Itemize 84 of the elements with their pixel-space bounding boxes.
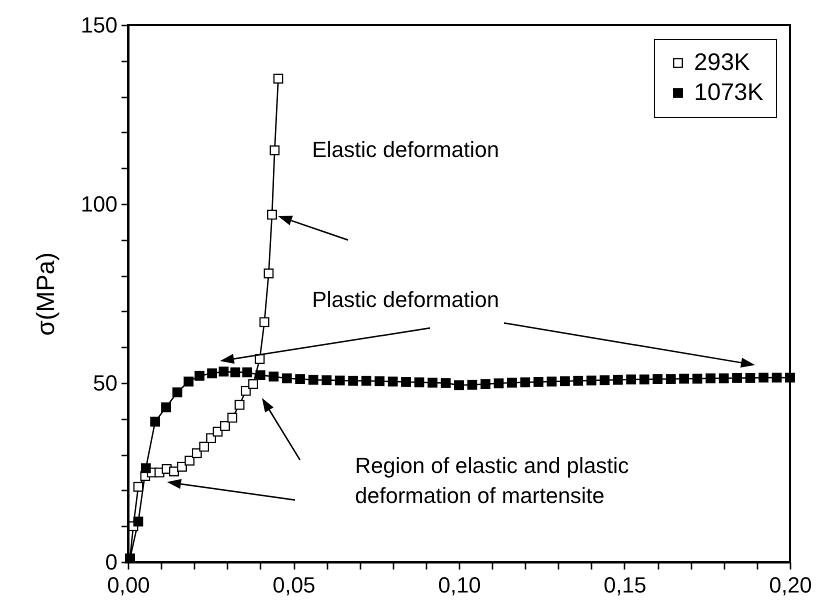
annotation: Elastic deformation [312,137,500,162]
point [218,366,229,376]
point [428,378,438,388]
point [184,456,194,466]
point [348,376,358,386]
point [692,374,702,384]
x-tick-label: 0,05 [272,572,316,598]
point [546,376,557,386]
point [785,372,795,383]
point [169,466,179,476]
point [240,386,251,396]
annotation: Plastic deformation [312,287,500,312]
point [242,367,252,378]
y-axis-title: σ(MPa) [32,252,60,336]
y-tick-label: 50 [93,370,118,396]
point [718,373,729,384]
point [494,378,504,388]
point [161,402,171,412]
point [361,376,372,386]
point [248,379,258,390]
point [639,374,650,384]
point [282,373,292,384]
annotation: Region of elastic and plastic deformation of martensite [355,453,629,508]
point [758,372,768,383]
point [507,378,517,388]
point [626,374,636,384]
legend-label: 293K [694,49,750,76]
point [133,482,144,492]
point [560,376,570,386]
point [140,463,151,474]
point [133,516,144,526]
point [194,370,204,381]
point [454,380,464,390]
x-tick-label: 0,15 [604,572,646,598]
point [177,462,187,472]
point [267,210,277,220]
point [679,374,690,384]
point [401,376,411,387]
point [172,387,182,398]
legend-label: 1073K [694,79,764,106]
point [199,442,210,452]
point [207,368,218,378]
point [480,379,490,390]
point [264,268,274,278]
point [732,373,742,383]
point [600,375,610,386]
point [295,374,306,384]
point [745,373,756,383]
point [440,378,451,388]
point [467,380,478,390]
point [308,374,318,385]
x-tick-label: 0,00 [107,572,150,598]
point [652,374,663,384]
point [255,370,266,380]
point [414,377,424,388]
point [206,433,216,444]
point [374,376,384,386]
point [772,372,782,383]
point [534,376,544,387]
y-tick-label: 150 [80,12,118,38]
y-tick-label: 0 [105,550,118,574]
point [259,317,270,328]
y-tick-label: 100 [80,192,118,216]
point [612,374,623,385]
point [220,421,230,431]
point [666,374,676,384]
point [573,376,584,386]
point [322,375,332,386]
point [192,448,202,458]
point [388,376,398,386]
point [230,367,240,378]
x-tick-label: 0,10 [438,572,481,598]
point [150,416,160,427]
point [520,377,530,388]
point [270,145,280,156]
point [706,373,716,384]
point [273,74,284,84]
point [184,376,194,386]
point [227,412,238,423]
point [334,376,345,386]
point [234,400,244,410]
point [268,372,279,382]
point [586,376,596,386]
x-tick-label: 0,20 [769,572,812,598]
